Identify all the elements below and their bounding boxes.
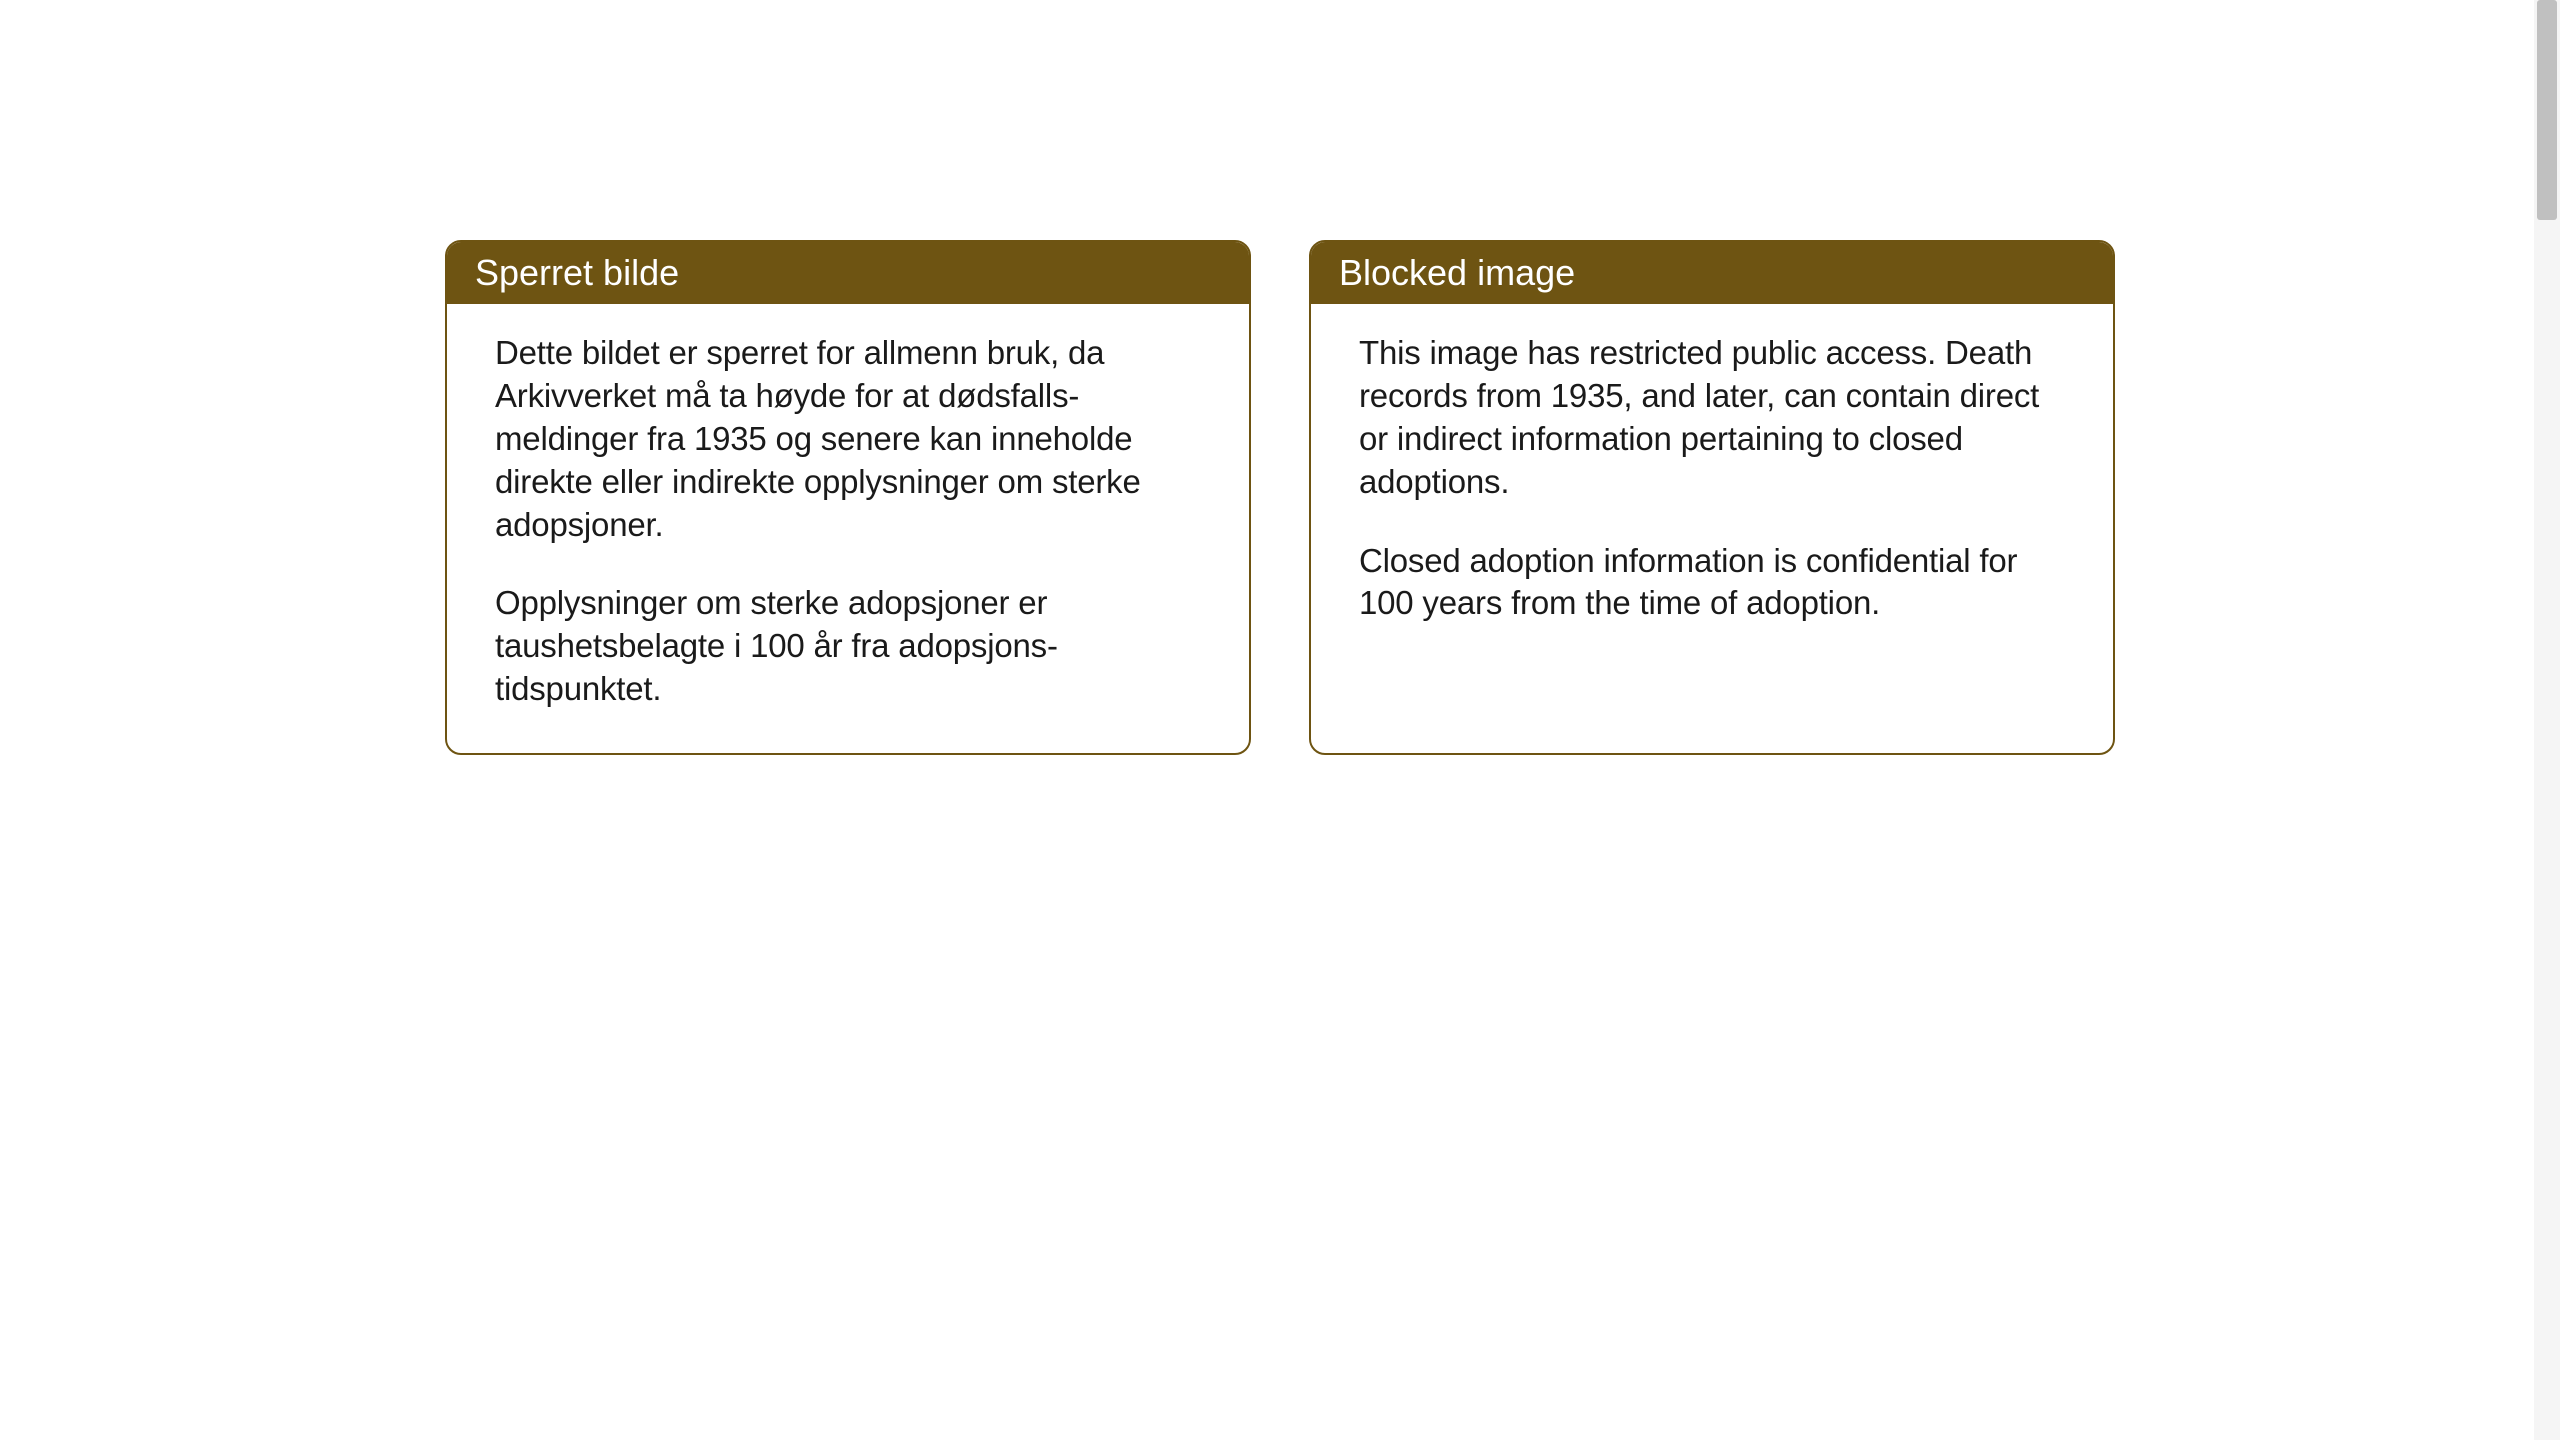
- scrollbar-thumb[interactable]: [2537, 0, 2557, 220]
- notice-title-norwegian: Sperret bilde: [475, 252, 679, 293]
- notice-title-english: Blocked image: [1339, 252, 1575, 293]
- notice-paragraph-1-english: This image has restricted public access.…: [1359, 332, 2065, 504]
- notice-body-english: This image has restricted public access.…: [1311, 304, 2113, 667]
- notice-card-norwegian: Sperret bilde Dette bildet er sperret fo…: [445, 240, 1251, 755]
- scrollbar-track[interactable]: [2534, 0, 2560, 1440]
- notice-card-english: Blocked image This image has restricted …: [1309, 240, 2115, 755]
- notice-paragraph-1-norwegian: Dette bildet er sperret for allmenn bruk…: [495, 332, 1201, 546]
- notice-header-norwegian: Sperret bilde: [447, 242, 1249, 304]
- notice-body-norwegian: Dette bildet er sperret for allmenn bruk…: [447, 304, 1249, 753]
- notice-container: Sperret bilde Dette bildet er sperret fo…: [445, 240, 2115, 755]
- notice-paragraph-2-norwegian: Opplysninger om sterke adopsjoner er tau…: [495, 582, 1201, 711]
- notice-paragraph-2-english: Closed adoption information is confident…: [1359, 540, 2065, 626]
- notice-header-english: Blocked image: [1311, 242, 2113, 304]
